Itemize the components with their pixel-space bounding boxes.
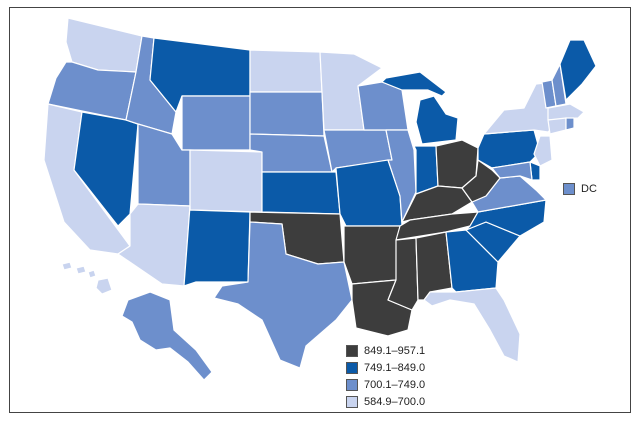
state-WY	[181, 95, 251, 151]
legend-label: 749.1–849.0	[364, 362, 426, 374]
legend-label: 584.9–700.0	[364, 396, 426, 408]
state-NJ	[533, 135, 553, 167]
state-CT	[547, 117, 567, 135]
state-WV	[461, 159, 501, 203]
legend-item: 700.1–749.0	[346, 378, 425, 392]
state-ND	[249, 49, 323, 93]
state-HI-2	[75, 265, 87, 275]
legend-label: 700.1–749.0	[364, 379, 426, 391]
state-HI-4	[95, 277, 113, 295]
state-MA	[547, 103, 585, 121]
state-AR	[343, 225, 401, 285]
state-TX	[213, 221, 353, 369]
state-HI-3	[87, 269, 97, 279]
state-NM	[183, 205, 251, 287]
legend-swatch	[346, 396, 358, 408]
dc-label: DC	[581, 183, 597, 195]
state-NH	[551, 63, 567, 107]
state-MD	[491, 161, 533, 181]
legend: 849.1–957.1 749.1–849.0 700.1–749.0 584.…	[346, 344, 425, 412]
state-MI-lower	[415, 95, 459, 145]
legend-item: 584.9–700.0	[346, 395, 425, 409]
state-AK	[121, 291, 213, 381]
state-CO	[189, 149, 263, 213]
legend-item: 749.1–849.0	[346, 361, 425, 375]
legend-swatch	[346, 362, 358, 374]
state-SD	[249, 91, 325, 137]
state-RI	[565, 117, 575, 131]
state-NE	[249, 133, 333, 173]
state-FL	[423, 287, 521, 363]
state-MI	[381, 71, 447, 97]
state-KS	[261, 171, 341, 215]
state-ME	[559, 39, 597, 101]
legend-item: 849.1–957.1	[346, 344, 425, 358]
state-HI	[61, 261, 73, 271]
dc-swatch	[563, 183, 575, 195]
legend-swatch	[346, 379, 358, 391]
legend-swatch	[346, 345, 358, 357]
legend-label: 849.1–957.1	[364, 345, 426, 357]
dc-indicator: DC	[563, 183, 597, 195]
